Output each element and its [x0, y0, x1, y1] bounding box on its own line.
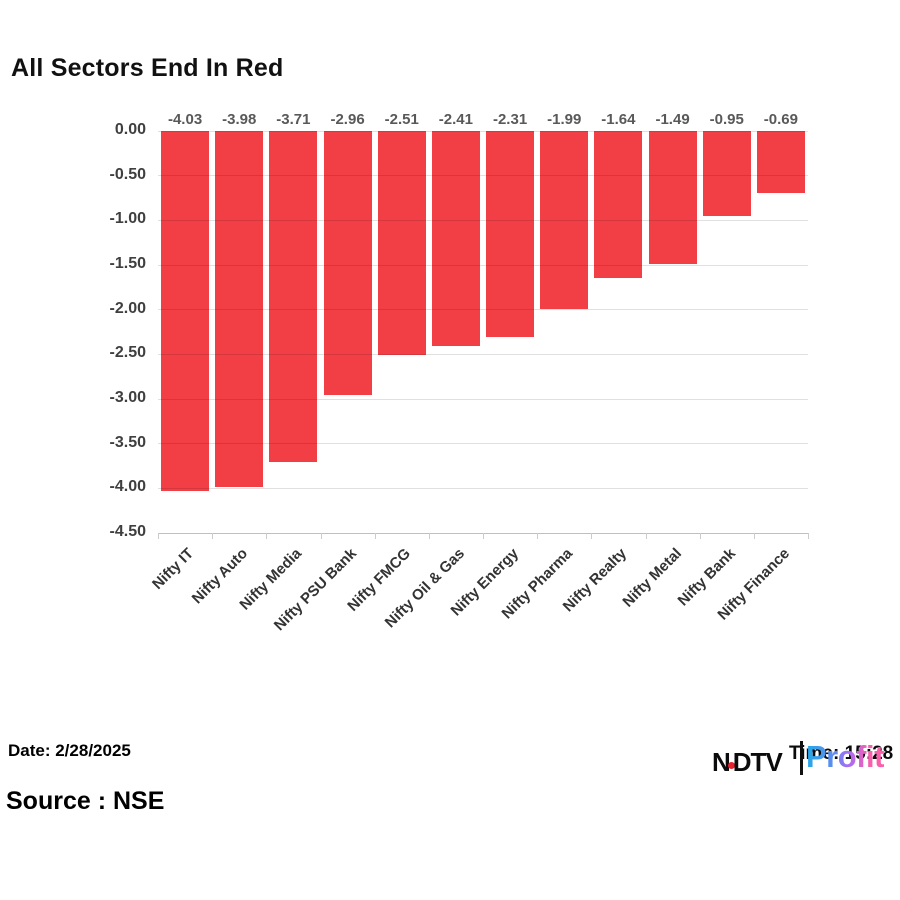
- x-axis-tick: [808, 533, 809, 539]
- gridline: [158, 487, 808, 489]
- ndtv-logo-dtv: DTV: [732, 747, 783, 777]
- bar-value-label: -3.71: [276, 111, 311, 128]
- y-axis-label: -1.50: [109, 255, 146, 272]
- x-axis-tick: [537, 533, 539, 539]
- bar: [540, 131, 589, 309]
- x-axis-tick: [266, 533, 268, 539]
- bar-value-label: -4.03: [167, 111, 203, 128]
- y-axis-label: -3.00: [109, 389, 146, 406]
- bar: [161, 131, 210, 491]
- y-axis-label: -4.50: [109, 523, 146, 540]
- bar: [756, 131, 805, 193]
- y-axis-label: -2.50: [109, 344, 146, 362]
- bar-value-label: -1.99: [547, 111, 582, 128]
- bar-value-label: -0.95: [709, 111, 744, 128]
- gridline: [158, 443, 808, 445]
- y-axis-label: -3.50: [109, 433, 146, 451]
- bar-value-label: -3.98: [222, 111, 257, 128]
- bar: [594, 131, 643, 278]
- x-axis-tick: [645, 533, 647, 539]
- bar: [215, 131, 264, 487]
- ndtv-logo-text: N DTV: [712, 747, 783, 778]
- profit-logo-text: Profit: [806, 739, 884, 774]
- y-axis-label: -1.00: [109, 210, 146, 228]
- x-axis-tick: [699, 533, 701, 539]
- bar: [377, 131, 426, 356]
- gridline: [158, 175, 808, 177]
- bar-value-label: -2.41: [438, 111, 473, 128]
- gridline: [158, 264, 808, 266]
- logo-divider: [800, 741, 803, 775]
- y-axis-label: -0.50: [109, 165, 146, 183]
- x-axis-tick: [591, 533, 593, 539]
- bar-value-label: -0.69: [763, 111, 798, 128]
- bar: [431, 131, 480, 347]
- gridline: [158, 309, 808, 311]
- bar-value-label: -2.31: [492, 111, 528, 128]
- x-axis-tick: [374, 533, 376, 539]
- bar-chart: -4.03 -3.98 -3.71 -2.96 -2.51 -2.41 -2.31 -1.99…: [109, 111, 809, 634]
- x-axis-tick: [483, 533, 484, 539]
- y-axis-label: -2.00: [109, 299, 146, 317]
- time-label: Time: 15:28: [789, 743, 893, 765]
- x-axis-tick: [212, 533, 214, 539]
- gridline: [158, 219, 808, 221]
- bar: [702, 131, 751, 216]
- x-axis-tick: [428, 533, 430, 539]
- bar-value-label: -1.49: [655, 111, 690, 128]
- y-axis-label: -4.00: [109, 478, 146, 496]
- ndtv-dot-icon: [727, 762, 735, 769]
- bar-value-label: -2.96: [330, 111, 365, 128]
- y-axis-label: 0.00: [114, 121, 146, 138]
- x-axis-tick: [753, 533, 755, 539]
- source-label: Source : NSE: [6, 787, 165, 815]
- gridline: [158, 353, 808, 355]
- gridline: [158, 398, 808, 400]
- bar: [486, 131, 535, 338]
- bar-value-label: -2.51: [384, 111, 419, 128]
- x-axis-tick: [158, 533, 159, 539]
- x-axis-tick: [320, 533, 322, 539]
- bar: [648, 131, 697, 265]
- date-label: Date: 2/28/2025: [8, 741, 131, 760]
- gridline: [158, 130, 808, 132]
- bar: [269, 131, 318, 463]
- bar: [323, 131, 372, 396]
- chart-title: All Sectors End In Red: [11, 54, 284, 82]
- ndtv-logo-n: N: [712, 747, 731, 777]
- bar-value-label: -1.64: [601, 111, 636, 128]
